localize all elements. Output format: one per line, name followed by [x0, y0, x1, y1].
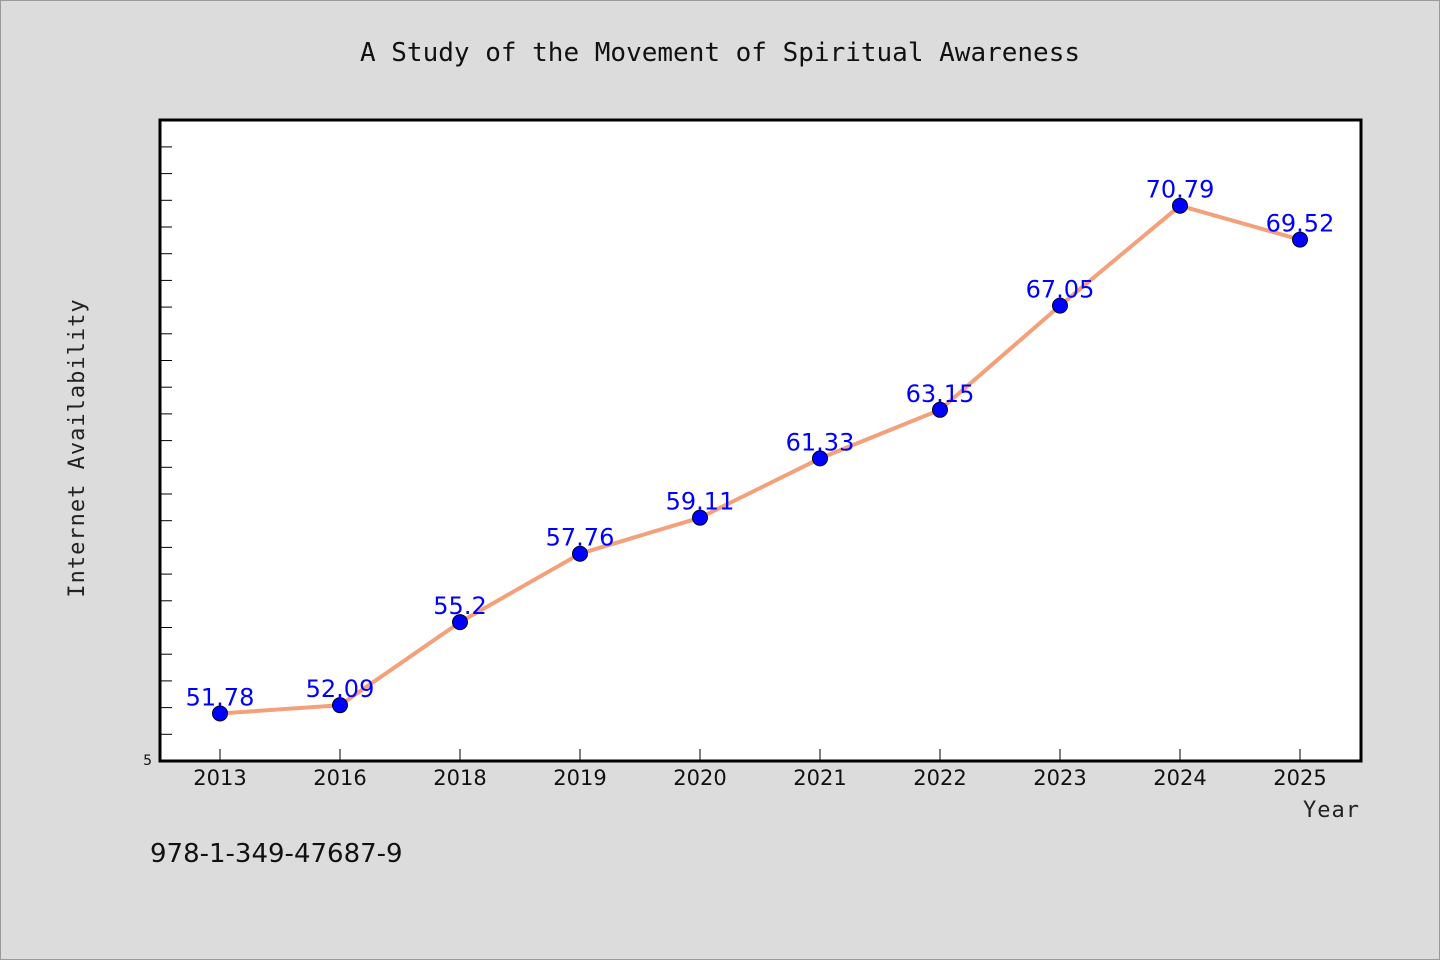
y-axis-label: Internet Availability	[65, 298, 90, 597]
data-point	[812, 450, 828, 467]
x-tick-label: 2025	[1273, 766, 1326, 790]
plot-area	[158, 118, 1363, 763]
x-tick-label: 2016	[313, 766, 366, 790]
footer-isbn: 978-1-349-47687-9	[150, 839, 403, 869]
x-tick-label: 2021	[793, 766, 846, 790]
chart-title: A Study of the Movement of Spiritual Awa…	[360, 38, 1080, 68]
x-tick-label: 2020	[673, 766, 726, 790]
data-label: 52.09	[306, 675, 375, 703]
x-axis-label: Year	[1303, 798, 1360, 823]
x-tick-label: 2022	[913, 766, 966, 790]
data-point	[212, 705, 228, 722]
data-point	[1292, 231, 1308, 248]
x-tick-label: 2024	[1153, 766, 1206, 790]
x-tick-label: 2023	[1033, 766, 1086, 790]
data-label: 55.2	[433, 592, 486, 620]
data-label: 63.15	[906, 380, 975, 408]
data-label: 51.78	[186, 683, 255, 711]
x-tick-label: 2013	[193, 766, 246, 790]
data-label: 59.11	[666, 488, 735, 516]
data-label: 57.76	[546, 524, 615, 552]
data-point	[572, 545, 588, 562]
series-line	[219, 203, 1301, 716]
data-label: 67.05	[1026, 276, 1095, 304]
data-point	[932, 401, 948, 418]
data-point	[1052, 297, 1068, 314]
data-point	[692, 509, 708, 526]
x-axis-ticks: 2013 2016 2018 2019 2020 2021 2022 2023 2024 2025	[193, 749, 1327, 790]
data-label: 69.52	[1266, 210, 1335, 238]
data-label: 61.33	[786, 428, 855, 456]
data-labels: 51.78 52.09 55.2 57.76 59.11 61.33 63.15 67.05 7…	[186, 176, 1335, 712]
y-axis-ticks	[160, 146, 172, 735]
x-tick-label: 2019	[553, 766, 606, 790]
series-line-group	[219, 203, 1301, 716]
series-markers	[212, 197, 1308, 722]
data-point	[452, 614, 468, 631]
data-label: 70.79	[1146, 176, 1215, 204]
x-tick-label: 2018	[433, 766, 486, 790]
y-tick-label: 5	[143, 753, 152, 769]
data-point	[332, 697, 348, 714]
data-point	[1172, 197, 1188, 214]
